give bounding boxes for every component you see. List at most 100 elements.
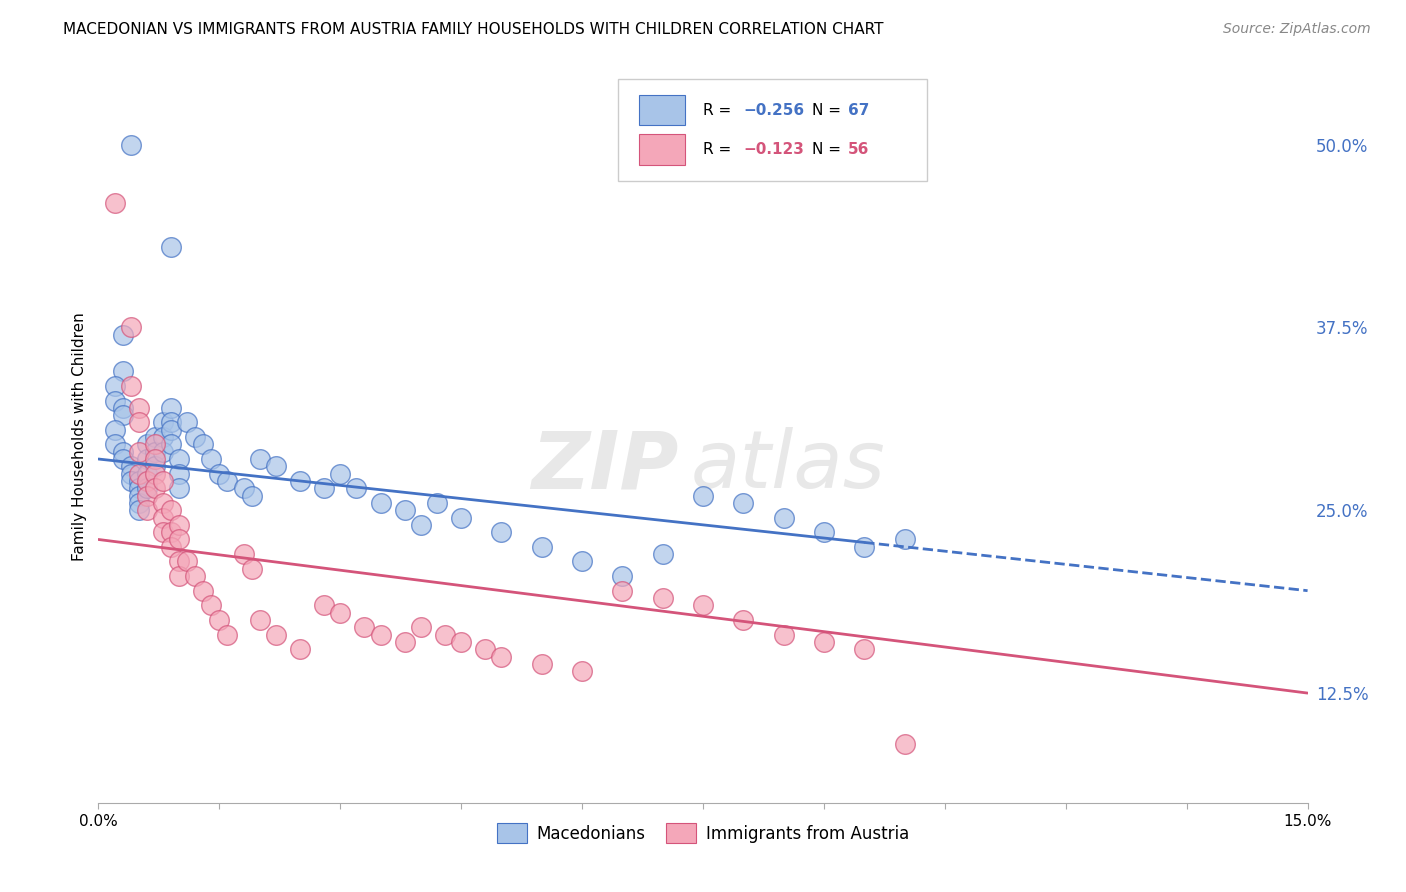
Point: [344, 481, 367, 495]
Point: [143, 467, 166, 481]
Point: [651, 591, 673, 605]
Point: [120, 320, 142, 334]
Point: [329, 467, 352, 481]
Point: [167, 517, 190, 532]
Point: [329, 606, 352, 620]
FancyBboxPatch shape: [638, 135, 685, 165]
Point: [813, 525, 835, 540]
Point: [176, 554, 198, 568]
Point: [111, 444, 134, 458]
Point: [135, 437, 157, 451]
Point: [612, 569, 634, 583]
Point: [160, 423, 183, 437]
Point: [240, 562, 263, 576]
Point: [394, 635, 416, 649]
Point: [249, 452, 271, 467]
Point: [264, 459, 287, 474]
Point: [120, 137, 142, 152]
Point: [314, 481, 336, 495]
Point: [167, 467, 190, 481]
Text: N =: N =: [811, 142, 845, 157]
Point: [111, 364, 134, 378]
Point: [128, 496, 150, 510]
Legend: Macedonians, Immigrants from Austria: Macedonians, Immigrants from Austria: [491, 817, 915, 849]
Point: [160, 401, 183, 415]
Point: [426, 496, 449, 510]
FancyBboxPatch shape: [619, 78, 927, 181]
Point: [772, 510, 794, 524]
Point: [200, 599, 222, 613]
Point: [160, 240, 183, 254]
Point: [103, 437, 125, 451]
Point: [120, 379, 142, 393]
Point: [208, 467, 231, 481]
Point: [135, 489, 157, 503]
Point: [232, 481, 254, 495]
Point: [249, 613, 271, 627]
Point: [135, 474, 157, 488]
Text: ZIP: ZIP: [531, 427, 679, 506]
Point: [409, 517, 432, 532]
Point: [128, 444, 150, 458]
Point: [160, 525, 183, 540]
Point: [160, 416, 183, 430]
Text: MACEDONIAN VS IMMIGRANTS FROM AUSTRIA FAMILY HOUSEHOLDS WITH CHILDREN CORRELATIO: MACEDONIAN VS IMMIGRANTS FROM AUSTRIA FA…: [63, 22, 884, 37]
Point: [193, 583, 215, 598]
Point: [772, 627, 794, 641]
Point: [893, 737, 915, 751]
Point: [853, 540, 876, 554]
Point: [128, 401, 150, 415]
Point: [128, 467, 150, 481]
Point: [128, 474, 150, 488]
Point: [160, 437, 183, 451]
Point: [314, 599, 336, 613]
Text: R =: R =: [703, 142, 737, 157]
Text: 67: 67: [848, 103, 869, 118]
Point: [103, 393, 125, 408]
Point: [733, 496, 755, 510]
Point: [103, 379, 125, 393]
Point: [692, 489, 714, 503]
Point: [152, 416, 174, 430]
Point: [184, 569, 207, 583]
Point: [370, 496, 392, 510]
Point: [491, 649, 513, 664]
Point: [103, 423, 125, 437]
Point: [394, 503, 416, 517]
Text: 56: 56: [848, 142, 869, 157]
Point: [128, 503, 150, 517]
Point: [143, 459, 166, 474]
Point: [217, 474, 239, 488]
Point: [353, 620, 375, 634]
Point: [143, 452, 166, 467]
Point: [813, 635, 835, 649]
Point: [152, 474, 174, 488]
Point: [152, 444, 174, 458]
Point: [111, 452, 134, 467]
Text: R =: R =: [703, 103, 737, 118]
Point: [208, 613, 231, 627]
Point: [530, 540, 553, 554]
Point: [143, 437, 166, 451]
Point: [135, 503, 157, 517]
Point: [193, 437, 215, 451]
Point: [571, 554, 593, 568]
Point: [135, 467, 157, 481]
Point: [434, 627, 457, 641]
Point: [143, 444, 166, 458]
Text: Source: ZipAtlas.com: Source: ZipAtlas.com: [1223, 22, 1371, 37]
Text: atlas: atlas: [690, 427, 886, 506]
FancyBboxPatch shape: [638, 95, 685, 126]
Point: [143, 481, 166, 495]
Point: [143, 430, 166, 444]
Point: [120, 459, 142, 474]
Point: [733, 613, 755, 627]
Point: [612, 583, 634, 598]
Point: [450, 510, 472, 524]
Point: [853, 642, 876, 657]
Point: [152, 525, 174, 540]
Text: −0.256: −0.256: [742, 103, 804, 118]
Point: [160, 503, 183, 517]
Point: [240, 489, 263, 503]
Point: [474, 642, 496, 657]
